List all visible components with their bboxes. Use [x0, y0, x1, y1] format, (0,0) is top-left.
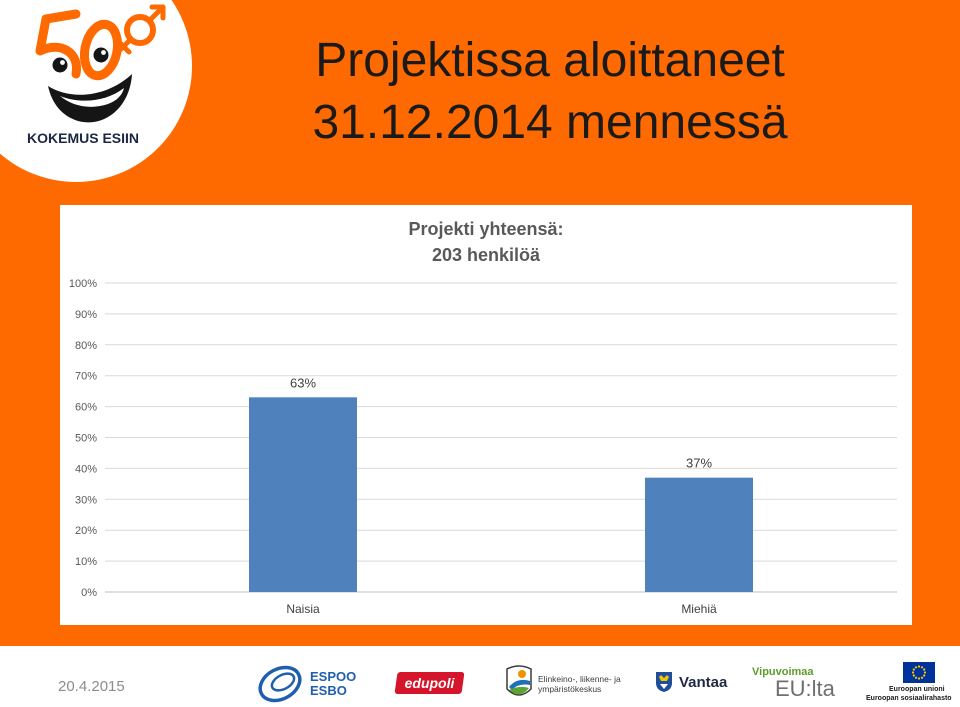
footer-bar: 20.4.2015 ESPOO ESBO edupoli Elinkeino-,… — [0, 646, 960, 707]
bar — [249, 397, 357, 592]
y-tick-label: 80% — [75, 340, 97, 352]
chart-title-line-2: 203 henkilöä — [432, 245, 541, 265]
y-tick-label: 60% — [75, 402, 97, 414]
chart-title-line-1: Projekti yhteensä: — [408, 219, 563, 239]
espoo-logo-line-1: ESPOO — [310, 669, 357, 684]
y-tick-label: 50% — [75, 433, 97, 445]
bars: 63% Naisia 37% Miehiä — [249, 375, 753, 616]
eu-flag-icon — [903, 662, 935, 683]
data-label: 63% — [290, 375, 316, 390]
vipuvoimaa-logo-line-2: EU:lta — [775, 676, 835, 701]
eu-logo-line-1: Euroopan unioni — [889, 686, 945, 693]
ely-centre-icon — [506, 665, 532, 696]
slide-title-line-2: 31.12.2014 mennessä — [312, 96, 788, 149]
slide-background: KOKEMUS ESIIN Projektissa aloittaneet 31… — [0, 0, 960, 646]
y-tick-label: 0% — [81, 587, 97, 599]
data-label: 37% — [686, 456, 712, 471]
y-tick-label: 10% — [75, 556, 97, 568]
y-tick-label: 30% — [75, 494, 97, 506]
y-tick-label: 100% — [69, 278, 97, 290]
y-tick-label: 90% — [75, 309, 97, 321]
bar-chart: Projekti yhteensä: 203 henkilöä 0% 10% 20%… — [60, 205, 912, 625]
ely-logo-line-1: Elinkeino-, liikenne- ja — [538, 674, 621, 684]
y-tick-label: 40% — [75, 463, 97, 475]
y-tick-label: 20% — [75, 525, 97, 537]
espoo-logo-line-2: ESBO — [310, 683, 347, 698]
kokemus-esiin-logo — [0, 0, 192, 182]
ely-logo-text: Elinkeino-, liikenne- ja ympäristökeskus — [538, 674, 621, 694]
y-tick-label: 70% — [75, 371, 97, 383]
smiley-50-plus-icon — [35, 4, 166, 123]
vantaa-shield-icon — [656, 672, 672, 692]
eu-logo-line-2: Euroopan sosiaalirahasto — [866, 695, 952, 702]
slide-title: Projektissa aloittaneet 31.12.2014 menne… — [300, 30, 800, 154]
logo-wordmark: KOKEMUS ESIIN — [27, 130, 140, 146]
vipuvoimaa-logo-line-1: Vipuvoimaa — [752, 666, 814, 678]
vantaa-logo-text: Vantaa — [679, 674, 728, 691]
edupoli-logo: edupoli — [394, 672, 465, 694]
gridlines: 0% 10% 20% 30% 40% 50% 60% 70% 80% 90% 100% — [69, 278, 897, 599]
ely-logo-line-2: ympäristökeskus — [538, 684, 602, 694]
espoo-logo-text: ESPOO ESBO — [310, 670, 356, 698]
edupoli-logo-text: edupoli — [404, 675, 455, 691]
espoo-swirl-icon — [258, 665, 302, 703]
chart-area-background — [60, 205, 912, 625]
bar — [645, 477, 753, 592]
slide-title-line-1: Projektissa aloittaneet — [315, 34, 785, 87]
category-label: Naisia — [286, 602, 320, 616]
category-label: Miehiä — [681, 602, 717, 616]
slide-date: 20.4.2015 — [58, 678, 125, 695]
